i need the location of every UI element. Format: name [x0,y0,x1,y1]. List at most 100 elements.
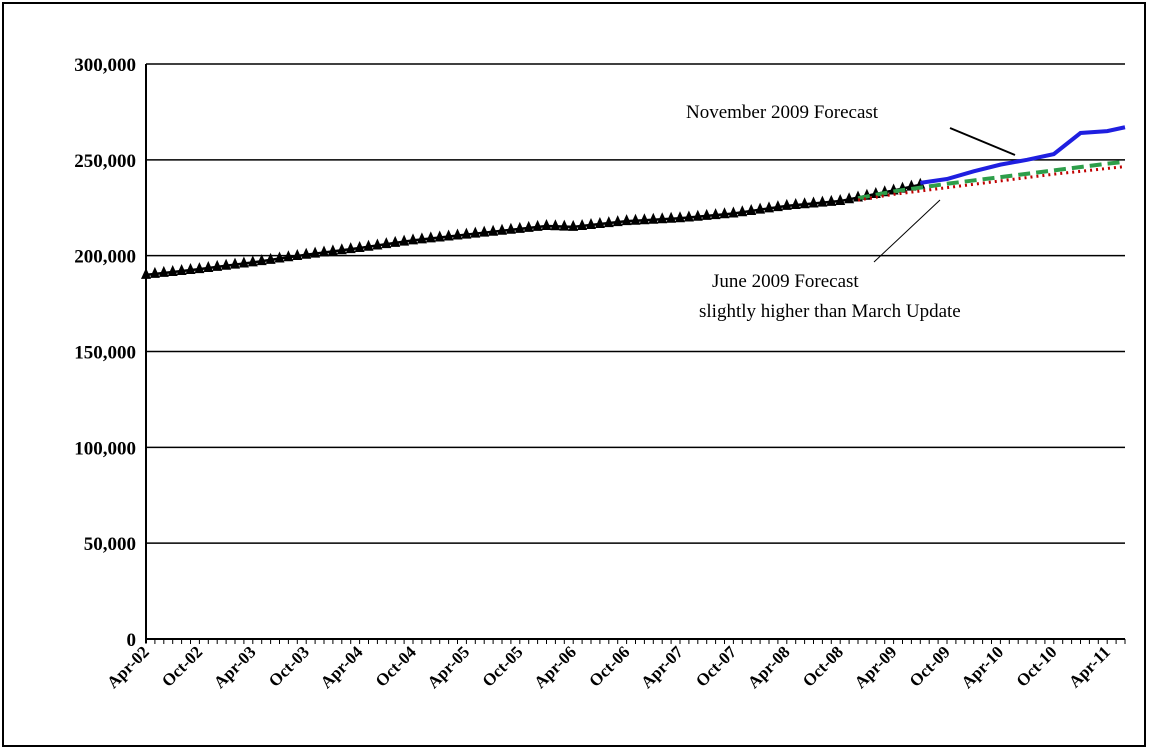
actual-point-marker [301,247,312,259]
x-tick-label: Oct-07 [692,642,741,691]
actual-point-marker [594,217,605,229]
actual-point-marker [185,263,196,275]
actual-point-marker [149,266,160,278]
actual-point-marker [470,226,481,238]
actual-point-marker [808,196,819,208]
x-tick-label: Apr-03 [210,642,260,692]
actual-point-marker [238,256,249,268]
actual-point-marker [666,211,677,223]
y-tick-label: 300,000 [74,55,136,76]
actual-point-marker [692,209,703,221]
actual-point-marker [683,210,694,222]
actual-point-marker [532,219,543,231]
x-tick-label: Apr-11 [1065,642,1114,691]
actual-point-marker [212,259,223,271]
x-tick-label: Oct-10 [1012,642,1060,690]
blue-solid-forecast-line [920,125,1126,185]
actual-point-marker [817,195,828,207]
actual-point-marker [274,251,285,263]
actual-point-marker [772,200,783,212]
actual-point-marker [319,245,329,257]
green-dashed-forecast-line [857,159,1126,201]
actual-point-marker [505,222,516,234]
actual-point-marker [399,234,410,246]
annotation-leader-line [873,199,941,263]
x-tick-label: Oct-06 [585,642,633,690]
actual-point-marker [167,264,178,276]
actual-point-marker [826,194,837,206]
actual-point-marker [621,214,632,226]
actual-point-marker [835,194,846,206]
actual-point-marker [550,219,561,231]
actual-point-marker [603,216,614,228]
actual-point-marker [479,225,490,237]
x-tick-label: Oct-02 [158,642,206,690]
actual-point-marker [310,246,321,258]
actual-point-marker [559,219,570,231]
actual-point-marker [230,257,240,269]
annotation-november-forecast: November 2009 Forecast [686,102,879,123]
y-tick-label: 150,000 [74,343,136,364]
x-tick-label: Apr-07 [637,642,687,692]
x-tick-label: Oct-09 [906,642,954,690]
actual-point-marker [488,224,499,236]
actual-point-marker [336,243,347,255]
actual-point-marker [514,221,525,233]
actual-point-marker [345,242,356,254]
actual-point-marker [728,206,739,218]
actual-point-marker [247,255,258,267]
actual-point-marker [737,205,748,217]
x-tick-label: Apr-08 [744,642,794,692]
actual-point-marker [158,265,169,277]
actual-point-marker [497,223,507,235]
actual-point-marker [523,220,534,232]
actual-point-marker [675,211,685,223]
actual-point-marker [221,258,232,270]
actual-point-marker [799,197,810,209]
x-tick-label: Apr-10 [958,642,1008,692]
actual-point-marker [639,213,650,225]
annotation-june-forecast: June 2009 Forecast [712,271,859,292]
actual-point-marker [764,201,774,213]
actual-point-marker [408,233,418,245]
actual-point-marker [541,218,552,230]
actual-point-marker [844,192,855,204]
actual-point-marker [265,252,276,264]
x-tick-label: Apr-09 [851,642,901,692]
x-tick-label: Oct-04 [372,642,421,691]
actual-point-marker [630,213,641,225]
actual-point-marker [461,227,472,239]
x-tick-label: Apr-05 [424,642,474,692]
actual-point-marker [612,215,623,227]
annotation-leader-line [949,127,1016,156]
actual-point-marker [176,264,187,275]
actual-point-marker [701,208,712,220]
actual-point-marker [577,218,588,230]
red-dotted-forecast-line [857,165,1126,202]
actual-point-marker [354,241,365,252]
actual-point-marker [790,198,801,210]
x-tick-label: Apr-04 [317,642,367,692]
actual-point-marker [719,207,730,219]
actual-point-marker [327,244,338,256]
actual-point-marker [746,203,757,215]
actual-point-marker [194,262,205,274]
actual-point-marker [657,212,668,224]
actual-point-marker [586,218,596,229]
actual-point-marker [434,230,445,242]
actual-point-marker [416,232,427,244]
actual-point-marker [283,250,294,262]
actual-point-marker [648,212,659,224]
y-tick-label: 200,000 [74,247,136,268]
actual-point-marker [425,231,436,243]
actual-point-marker [443,229,454,241]
y-tick-label: 50,000 [84,534,136,555]
actual-point-marker [256,254,267,266]
actual-point-marker [292,248,303,260]
x-tick-label: Apr-06 [530,642,580,692]
actual-point-marker [568,219,579,231]
x-tick-label: Oct-05 [478,642,526,690]
y-tick-label: 250,000 [74,151,136,172]
